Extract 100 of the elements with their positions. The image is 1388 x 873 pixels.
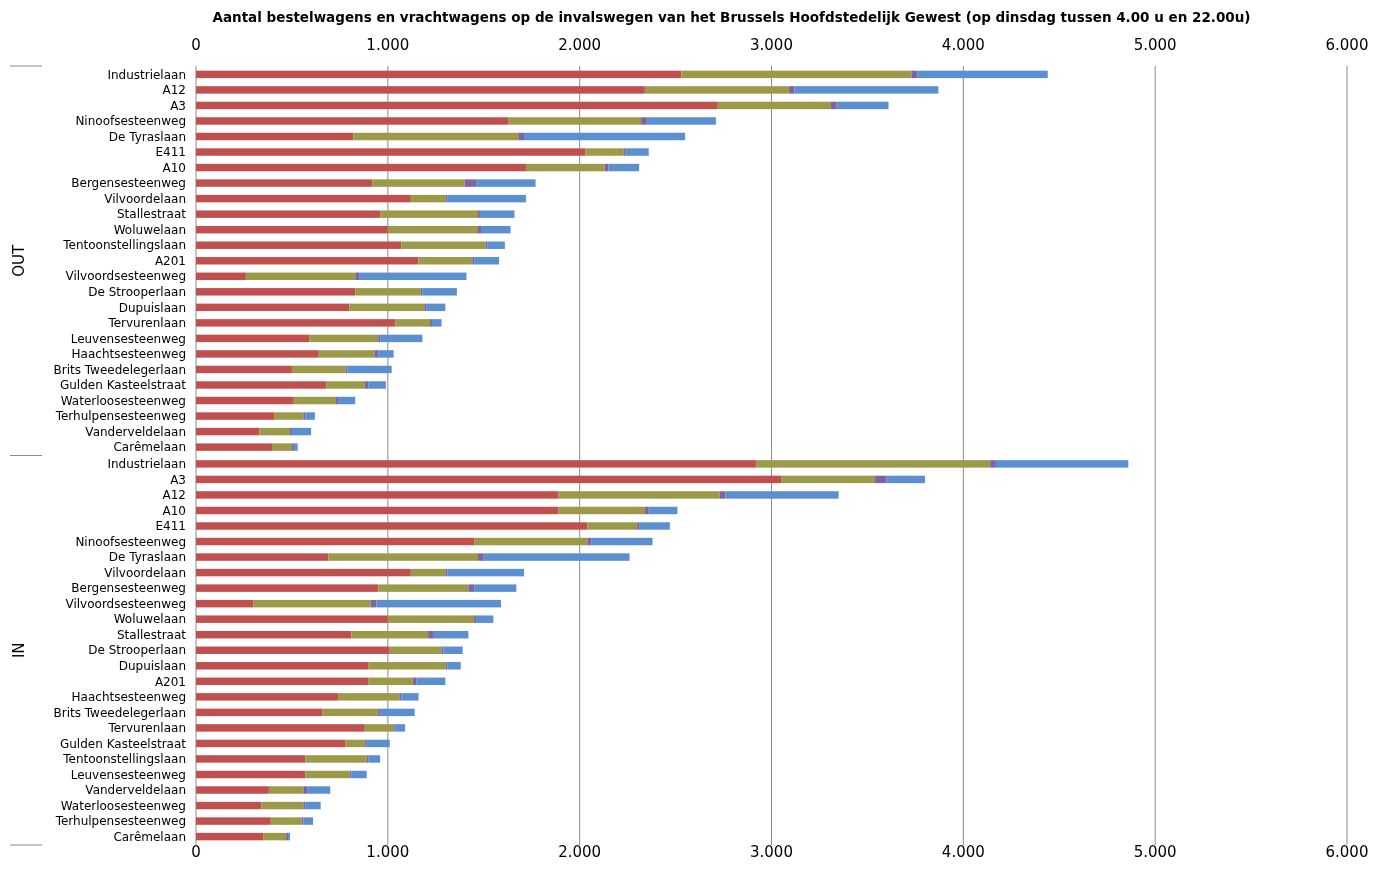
bar xyxy=(305,412,315,420)
bar xyxy=(426,303,446,312)
x-tick-label: 3.000 xyxy=(750,36,793,54)
x-tick-label: 5.000 xyxy=(1133,843,1177,861)
bar xyxy=(380,210,478,218)
x-tick-label: 6.000 xyxy=(1325,843,1369,861)
y-tick-label: Dupuislaan xyxy=(118,300,186,315)
bar xyxy=(644,506,649,515)
bar xyxy=(608,163,640,172)
bar xyxy=(196,148,586,156)
y-tick-label: Haachtsesteenweg xyxy=(71,347,186,362)
bar xyxy=(196,584,379,592)
y-tick-label: Waterloosesteenweg xyxy=(60,393,186,408)
bar xyxy=(364,724,394,732)
bar xyxy=(196,350,319,358)
y-tick-label: Gulden Kasteelstraat xyxy=(59,378,187,393)
y-tick-label: A201 xyxy=(154,253,186,268)
y-axis-title: OUT xyxy=(10,243,28,277)
bar xyxy=(196,257,419,265)
bar xyxy=(196,179,373,187)
y-tick-label: Tentoonstellingslaan xyxy=(62,238,186,253)
y-tick-label: E411 xyxy=(155,519,186,534)
bar xyxy=(272,443,292,451)
bar xyxy=(196,522,588,530)
bar xyxy=(412,677,417,686)
bar xyxy=(474,584,517,592)
bar xyxy=(303,817,314,825)
bar xyxy=(428,630,434,639)
bar xyxy=(917,70,1048,79)
bar xyxy=(368,381,386,389)
bar xyxy=(309,334,379,343)
bar xyxy=(794,86,939,94)
y-tick-label: Terhulpensesteenweg xyxy=(54,409,186,424)
bar xyxy=(337,396,356,405)
y-tick-label: Vilvoordelaan xyxy=(104,191,186,206)
bar xyxy=(387,615,475,623)
y-tick-label: De Strooperlaan xyxy=(88,643,186,658)
bar xyxy=(364,381,369,389)
y-tick-label: A10 xyxy=(162,503,186,518)
bar xyxy=(443,646,463,654)
bar xyxy=(196,443,273,451)
y-tick-label: Haachtsesteenweg xyxy=(71,690,186,705)
bar xyxy=(641,117,647,125)
bar xyxy=(305,770,350,779)
bar xyxy=(196,491,559,499)
bar xyxy=(468,584,475,592)
bar xyxy=(305,755,367,763)
bar xyxy=(524,132,686,141)
bar xyxy=(196,630,352,639)
bar xyxy=(389,646,442,654)
y-tick-label: Gulden Kasteelstraat xyxy=(59,736,187,751)
bar xyxy=(725,491,839,499)
x-tick-label: 4.000 xyxy=(941,36,985,54)
y-tick-label: Tentoonstellingslaan xyxy=(62,752,186,767)
bar xyxy=(196,365,292,374)
bar xyxy=(196,506,559,515)
y-tick-label: Dupuislaan xyxy=(118,658,186,673)
bar xyxy=(196,801,262,810)
bar xyxy=(196,832,264,841)
y-tick-label: Industrielaan xyxy=(107,457,186,472)
y-tick-label: E411 xyxy=(155,145,186,160)
y-tick-label: Carêmelaan xyxy=(113,440,186,455)
y-tick-label: Stallestraat xyxy=(116,627,187,642)
bar xyxy=(376,599,502,608)
bar xyxy=(196,334,310,343)
bar xyxy=(196,568,411,577)
bar xyxy=(196,381,327,389)
bar xyxy=(291,365,346,374)
bar xyxy=(305,801,321,810)
bar xyxy=(558,506,645,515)
bar xyxy=(587,522,638,530)
bar xyxy=(478,553,484,561)
bar xyxy=(380,334,423,343)
x-tick-label: 2.000 xyxy=(558,843,602,861)
bar xyxy=(196,117,509,125)
bar xyxy=(318,350,375,358)
bar xyxy=(483,553,630,561)
y-tick-label: Ninoofsesteenweg xyxy=(75,114,186,129)
bar xyxy=(719,491,726,499)
bar xyxy=(196,677,369,686)
bar xyxy=(196,396,294,405)
bar xyxy=(196,86,645,94)
bar xyxy=(196,553,329,561)
y-tick-label: Bergensesteenweg xyxy=(71,176,186,191)
bar xyxy=(351,630,429,639)
x-tick-label: 1.000 xyxy=(366,36,410,54)
bar xyxy=(886,475,925,484)
x-tick-label: 1.000 xyxy=(366,843,410,861)
y-tick-label: Stallestraat xyxy=(116,207,187,222)
bar xyxy=(591,537,653,546)
y-tick-label: A12 xyxy=(162,83,186,98)
bar xyxy=(263,832,287,841)
y-tick-label: Woluwelaan xyxy=(113,222,186,237)
x-tick-label: 0 xyxy=(191,843,201,861)
bar xyxy=(307,786,331,794)
y-tick-label: Waterloosesteenweg xyxy=(60,798,186,813)
bar xyxy=(508,117,642,125)
bar xyxy=(422,288,457,296)
bar xyxy=(995,460,1129,468)
bar xyxy=(717,101,831,110)
